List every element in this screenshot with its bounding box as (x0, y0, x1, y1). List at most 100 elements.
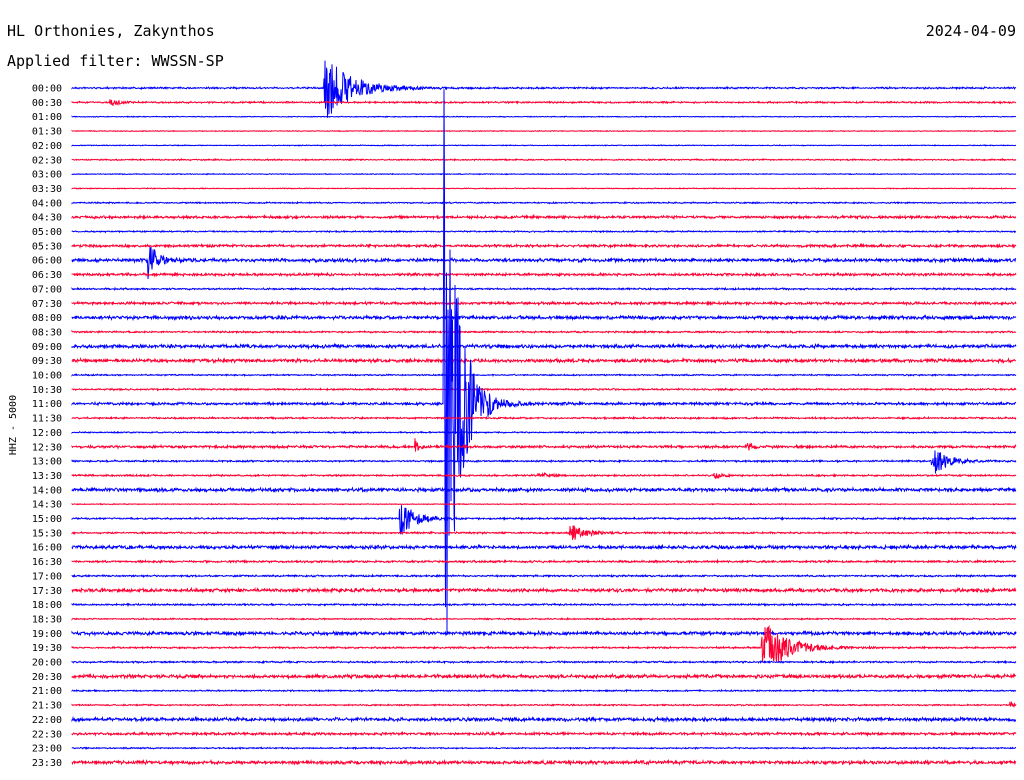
trace-0330 (71, 187, 1017, 190)
row-time-label: 10:30 (32, 385, 62, 396)
trace-0600 (71, 247, 1017, 279)
channel-label: HHZ - 5000 (8, 395, 19, 455)
trace-0030 (71, 99, 1017, 106)
trace-1530 (71, 525, 1017, 540)
row-time-label: 11:30 (32, 414, 62, 425)
trace-0930 (71, 356, 1017, 365)
row-time-label: 08:00 (32, 313, 62, 324)
trace-2200 (71, 715, 1017, 723)
row-time-label: 02:00 (32, 141, 62, 152)
row-time-label: 22:00 (32, 715, 62, 726)
row-time-label: 12:30 (32, 442, 62, 453)
row-time-label: 09:00 (32, 342, 62, 353)
trace-1700 (71, 573, 1017, 579)
trace-0900 (71, 342, 1017, 350)
row-time-label: 03:30 (32, 184, 62, 195)
row-time-label: 20:00 (32, 658, 62, 669)
trace-1030 (71, 387, 1017, 392)
trace-0130 (71, 129, 1017, 133)
trace-0000 (71, 60, 1017, 118)
trace-1430 (71, 502, 1017, 506)
trace-1830 (71, 616, 1017, 621)
station-title: HL Orthonies, Zakynthos (7, 22, 215, 40)
row-time-label: 09:30 (32, 356, 62, 367)
row-time-label: 08:30 (32, 327, 62, 338)
trace-0430 (71, 213, 1017, 221)
row-time-label: 01:30 (32, 127, 62, 138)
row-time-label: 02:30 (32, 155, 62, 166)
trace-1800 (71, 602, 1017, 608)
trace-1900 (71, 629, 1017, 637)
row-time-label: 19:30 (32, 643, 62, 654)
row-time-label: 00:00 (32, 84, 62, 95)
trace-1130 (71, 415, 1017, 421)
trace-2330 (71, 758, 1017, 767)
filter-label: Applied filter: WWSSN-SP (7, 52, 224, 70)
row-time-label: 11:00 (32, 399, 62, 410)
trace-0230 (71, 157, 1017, 162)
trace-rows: 00:00 00:30 01:00 01:30 02:00 02:30 03:00 03:30… (32, 60, 1017, 769)
row-time-label: 13:00 (32, 457, 62, 468)
trace-1200 (71, 430, 1017, 435)
trace-1600 (71, 543, 1017, 552)
trace-2230 (71, 730, 1017, 738)
row-time-label: 18:00 (32, 600, 62, 611)
date-label: 2024-04-09 (926, 22, 1016, 40)
row-time-label: 00:30 (32, 98, 62, 109)
trace-2300 (71, 746, 1017, 751)
row-time-label: 10:00 (32, 371, 62, 382)
trace-0800 (71, 314, 1017, 322)
row-time-label: 12:00 (32, 428, 62, 439)
trace-1000 (71, 373, 1017, 378)
row-time-label: 05:30 (32, 241, 62, 252)
row-time-label: 16:00 (32, 543, 62, 554)
row-time-label: 21:00 (32, 686, 62, 697)
trace-1630 (71, 558, 1017, 565)
trace-1100 (71, 89, 1017, 635)
trace-0700 (71, 286, 1017, 292)
trace-0500 (71, 229, 1017, 234)
row-time-label: 14:00 (32, 485, 62, 496)
row-time-label: 03:00 (32, 170, 62, 181)
trace-2030 (71, 672, 1017, 681)
trace-1330 (71, 471, 1017, 480)
row-time-label: 07:30 (32, 299, 62, 310)
row-time-label: 14:30 (32, 500, 62, 511)
trace-1230 (71, 438, 1017, 452)
trace-1500 (71, 505, 1017, 535)
trace-0100 (71, 115, 1017, 119)
row-time-label: 04:30 (32, 213, 62, 224)
row-time-label: 21:30 (32, 701, 62, 712)
trace-2130 (71, 701, 1017, 708)
row-time-label: 18:30 (32, 614, 62, 625)
trace-1400 (71, 486, 1017, 494)
row-time-label: 13:30 (32, 471, 62, 482)
trace-0400 (71, 200, 1017, 205)
row-time-label: 16:30 (32, 557, 62, 568)
trace-1300 (71, 450, 1017, 474)
trace-1730 (71, 586, 1017, 595)
trace-0200 (71, 144, 1017, 147)
row-time-label: 19:00 (32, 629, 62, 640)
trace-2100 (71, 688, 1017, 693)
row-time-label: 15:30 (32, 528, 62, 539)
trace-0730 (71, 300, 1017, 307)
row-time-label: 06:00 (32, 256, 62, 267)
row-time-label: 05:00 (32, 227, 62, 238)
row-time-label: 04:00 (32, 198, 62, 209)
row-time-label: 15:00 (32, 514, 62, 525)
trace-1930 (71, 624, 1017, 663)
row-time-label: 06:30 (32, 270, 62, 281)
trace-0630 (71, 271, 1017, 278)
trace-0300 (71, 172, 1017, 176)
trace-0530 (71, 242, 1017, 250)
row-time-label: 01:00 (32, 112, 62, 123)
row-time-label: 17:00 (32, 571, 62, 582)
trace-0830 (71, 329, 1017, 335)
trace-2000 (71, 659, 1017, 665)
row-time-label: 07:00 (32, 284, 62, 295)
row-time-label: 17:30 (32, 586, 62, 597)
row-time-label: 23:00 (32, 744, 62, 755)
row-time-label: 20:30 (32, 672, 62, 683)
